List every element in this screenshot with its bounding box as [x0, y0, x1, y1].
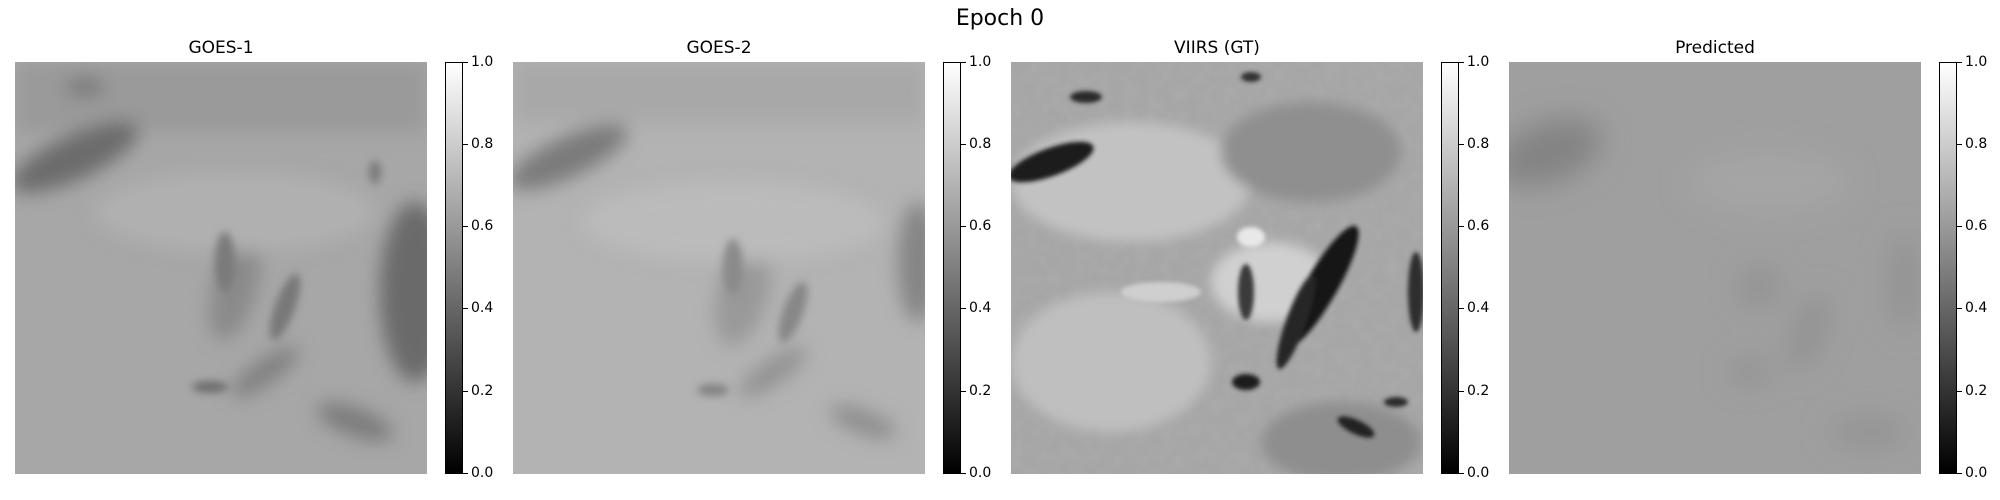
cbar-tickmark	[463, 308, 468, 309]
cbar-tickmark	[1957, 144, 1962, 145]
goes1-image	[15, 62, 427, 474]
cbar-tick-label: 0.4	[969, 300, 992, 316]
predicted-image	[1509, 62, 1921, 474]
colorbar-goes1	[445, 62, 463, 474]
cbar-tick-label: 1.0	[471, 54, 494, 70]
cbar-tickmark	[1957, 62, 1962, 63]
viirs-image	[1011, 62, 1423, 474]
cbar-tickmark	[961, 62, 966, 63]
cbar-tickmark	[1459, 144, 1464, 145]
colorbar-goes2	[943, 62, 961, 474]
cbar-tick-label: 0.0	[1467, 465, 1490, 481]
cbar-tick-label: 0.4	[1965, 300, 1988, 316]
cbar-tickmark	[961, 308, 966, 309]
panel-title-viirs: VIIRS (GT)	[1174, 38, 1260, 58]
cbar-tick-label: 0.2	[471, 383, 494, 399]
cbar-tickmark	[1459, 226, 1464, 227]
cbar-tickmark	[463, 473, 468, 474]
panel-title-predicted: Predicted	[1675, 38, 1755, 58]
cbar-tickmark	[1459, 308, 1464, 309]
cbar-tick-label: 0.2	[1965, 383, 1988, 399]
cbar-tick-label: 0.6	[471, 218, 494, 234]
cbar-tick-label: 0.6	[1965, 218, 1988, 234]
figure-title: Epoch 0	[955, 6, 1045, 31]
colorbar-predicted	[1939, 62, 1957, 474]
cbar-tickmark	[961, 226, 966, 227]
cbar-tick-label: 0.4	[1467, 300, 1490, 316]
cbar-tickmark	[463, 391, 468, 392]
cbar-tick-label: 0.6	[1467, 218, 1490, 234]
cbar-tick-label: 0.0	[969, 465, 992, 481]
goes2-image	[513, 62, 925, 474]
cbar-tick-label: 0.2	[969, 383, 992, 399]
cbar-tick-label: 0.0	[471, 465, 494, 481]
panel-title-goes1: GOES-1	[188, 38, 254, 58]
cbar-tickmark	[961, 391, 966, 392]
cbar-tickmark	[1459, 62, 1464, 63]
colorbar-viirs	[1441, 62, 1459, 474]
cbar-tick-label: 0.6	[969, 218, 992, 234]
panel-title-goes2: GOES-2	[686, 38, 752, 58]
cbar-tickmark	[463, 226, 468, 227]
cbar-tick-label: 1.0	[969, 54, 992, 70]
cbar-tickmark	[1459, 391, 1464, 392]
cbar-tickmark	[1957, 308, 1962, 309]
cbar-tickmark	[463, 144, 468, 145]
cbar-tickmark	[1957, 391, 1962, 392]
cbar-tick-label: 0.0	[1965, 465, 1988, 481]
cbar-tickmark	[961, 144, 966, 145]
cbar-tickmark	[1957, 226, 1962, 227]
cbar-tick-label: 0.2	[1467, 383, 1490, 399]
cbar-tickmark	[1459, 473, 1464, 474]
cbar-tick-label: 1.0	[1965, 54, 1988, 70]
cbar-tick-label: 0.8	[969, 136, 992, 152]
cbar-tick-label: 0.8	[1467, 136, 1490, 152]
cbar-tickmark	[961, 473, 966, 474]
cbar-tickmark	[463, 62, 468, 63]
cbar-tick-label: 1.0	[1467, 54, 1490, 70]
cbar-tick-label: 0.8	[1965, 136, 1988, 152]
cbar-tickmark	[1957, 473, 1962, 474]
cbar-tick-label: 0.4	[471, 300, 494, 316]
cbar-tick-label: 0.8	[471, 136, 494, 152]
